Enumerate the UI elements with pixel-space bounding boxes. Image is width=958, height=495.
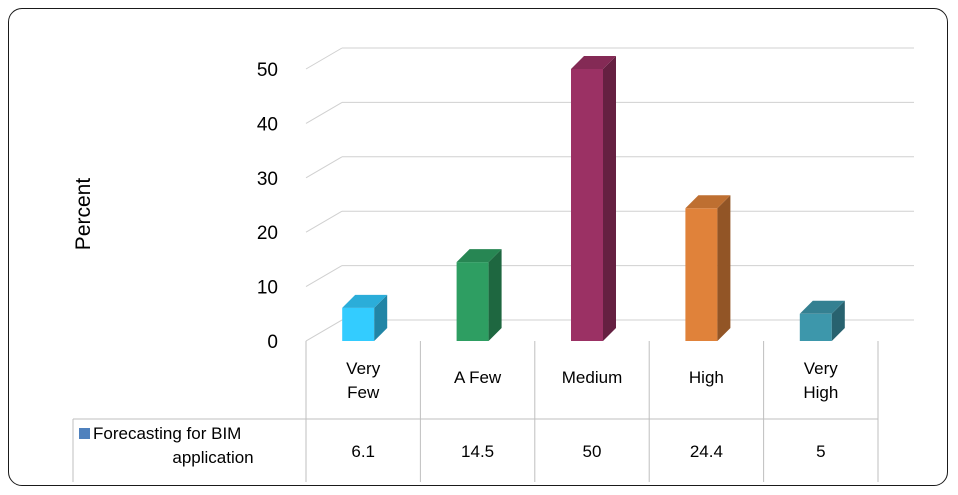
y-tick-labels: 0 10 20 30 40 50: [257, 60, 278, 353]
data-value-label: 50: [583, 442, 602, 461]
bar-top: [571, 56, 616, 69]
bar-side: [374, 294, 388, 341]
bar-side: [603, 56, 616, 341]
bar-top: [456, 249, 502, 263]
y-tick-label: 50: [257, 60, 278, 81]
bar: [571, 56, 616, 341]
x-category-label: High: [803, 383, 838, 402]
bar: [685, 195, 731, 341]
data-value-label: 14.5: [461, 442, 494, 461]
bar-side: [831, 300, 845, 341]
chart-frame: [8, 8, 948, 486]
bar-front: [685, 208, 718, 341]
bar-side: [488, 249, 502, 341]
data-value-label: 6.1: [351, 442, 375, 461]
x-category-label: High: [689, 368, 724, 387]
x-category-label: Few: [347, 383, 380, 402]
gridline-diagonal: [305, 265, 343, 288]
data-table: Very Few A Few Medium High Very High Forecastin…: [72, 341, 879, 482]
bar: [456, 249, 502, 341]
y-axis-label: Percent: [72, 178, 95, 251]
x-category-label: Very: [804, 359, 839, 378]
x-category-label: Very: [346, 359, 381, 378]
bar-top: [685, 195, 731, 209]
bar-front: [456, 262, 489, 341]
floor-edge: [305, 319, 343, 342]
bar-side: [717, 195, 731, 341]
bar-front: [571, 69, 603, 341]
y-tick-label: 20: [257, 223, 278, 244]
bar: [799, 300, 845, 341]
y-tick-label: 40: [257, 114, 278, 135]
bars: [342, 56, 845, 341]
data-value-label: 5: [816, 442, 825, 461]
y-tick-label: 30: [257, 169, 278, 190]
y-tick-label: 0: [267, 332, 278, 353]
gridline-diagonal: [305, 47, 343, 70]
bar-front: [342, 307, 375, 341]
bar: [342, 294, 388, 341]
x-category-label: Medium: [562, 368, 622, 387]
legend-series-name: application: [172, 448, 253, 467]
gridline-diagonal: [305, 156, 343, 179]
bar-top: [342, 294, 388, 308]
bar-front: [799, 313, 832, 341]
gridline-diagonal: [305, 210, 343, 233]
legend-key: [79, 428, 90, 439]
x-category-label: A Few: [454, 368, 502, 387]
bar-top: [799, 300, 845, 314]
gridline-diagonal: [305, 101, 343, 124]
data-value-label: 24.4: [690, 442, 723, 461]
legend-series-name: Forecasting for BIM: [93, 424, 241, 443]
y-tick-label: 10: [257, 278, 278, 299]
